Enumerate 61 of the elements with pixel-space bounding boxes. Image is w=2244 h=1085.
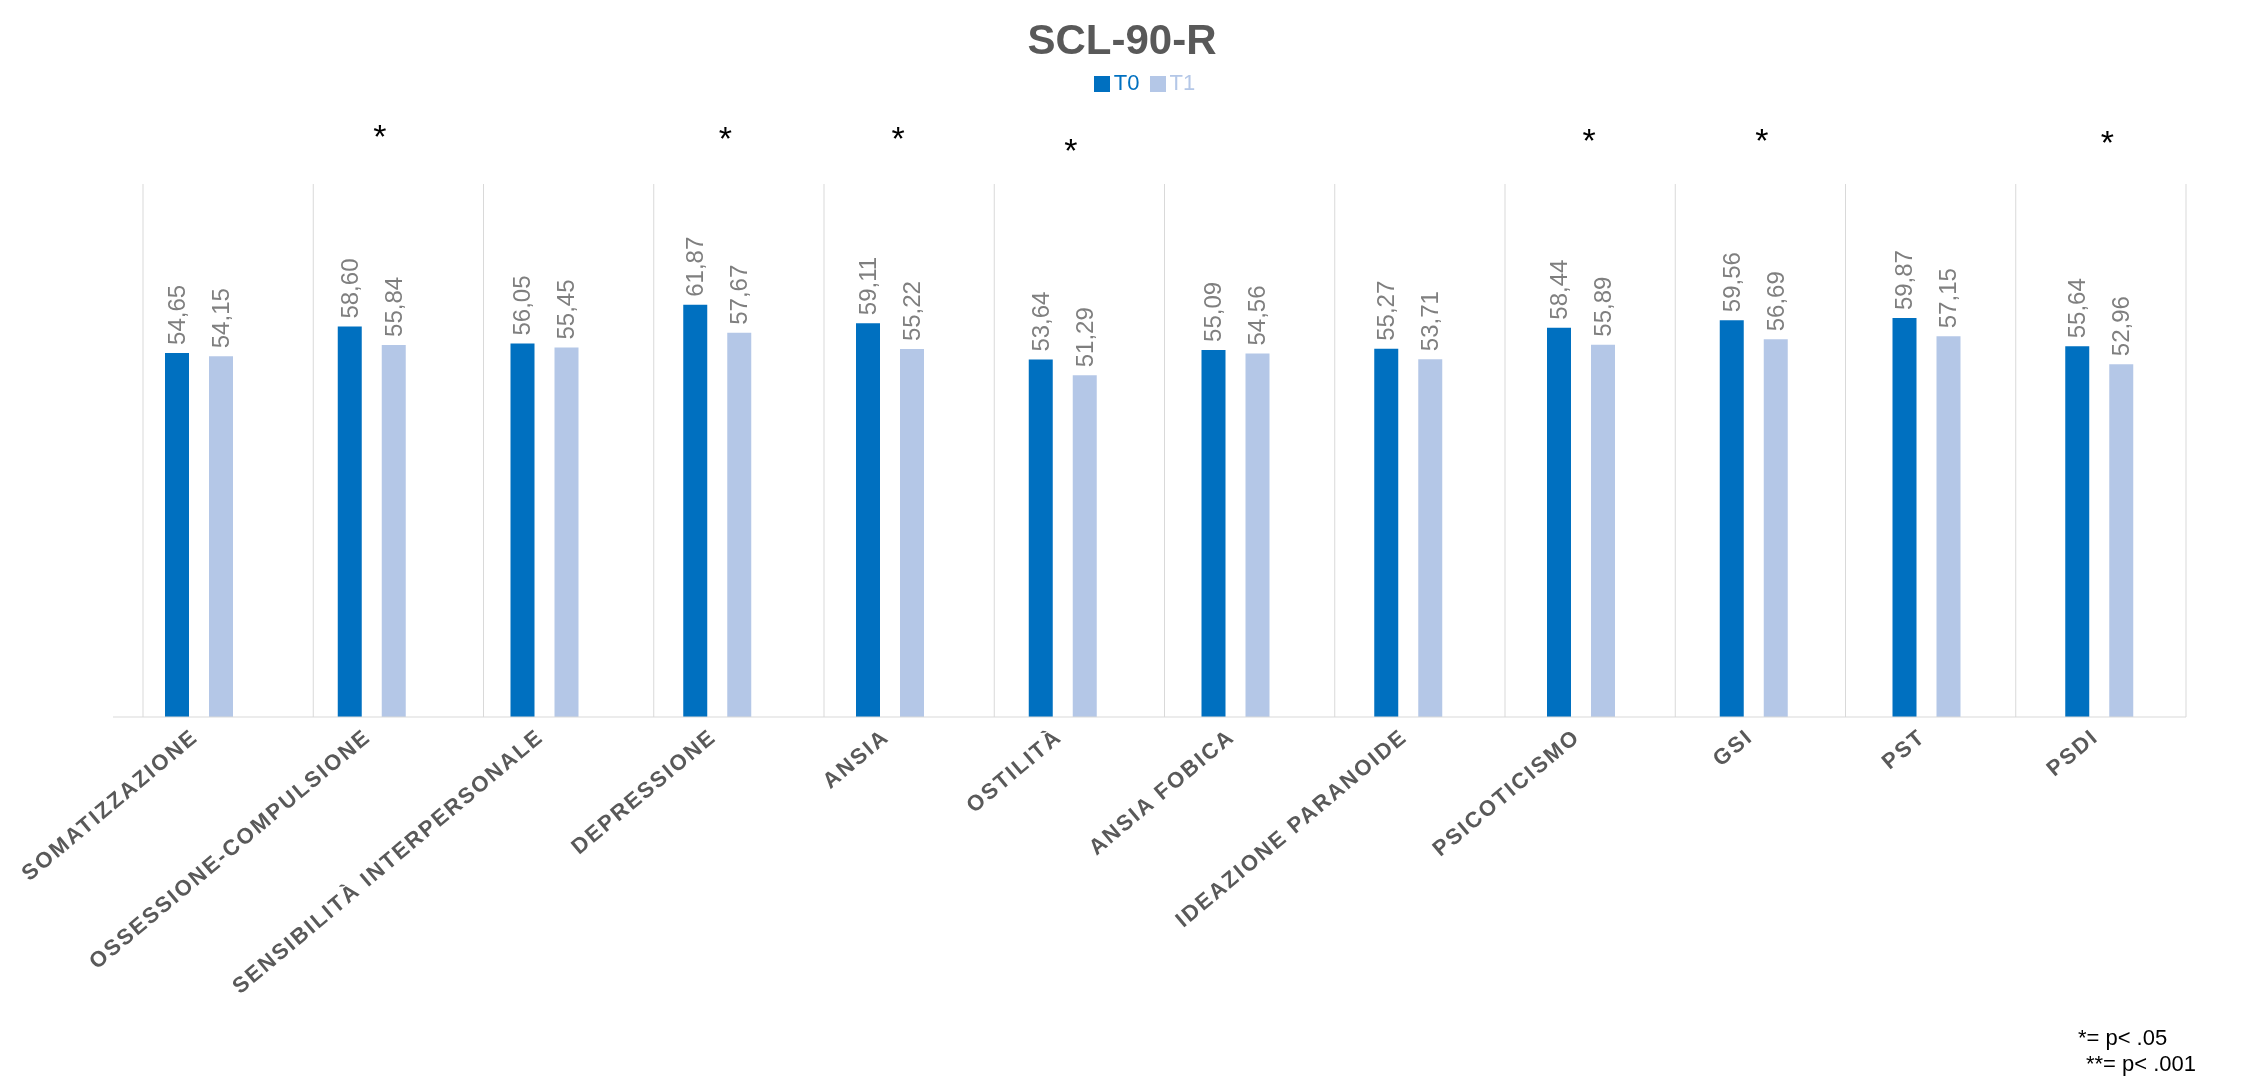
text: * bbox=[891, 119, 905, 157]
bar bbox=[1245, 353, 1270, 717]
bar bbox=[727, 332, 752, 717]
text: * bbox=[718, 119, 732, 157]
bar bbox=[900, 349, 924, 717]
bar bbox=[1201, 349, 1226, 717]
chart-title: SCL-90-R bbox=[1026, 16, 1218, 64]
bar bbox=[510, 343, 535, 717]
data-label: 57,67 bbox=[725, 264, 753, 325]
text: * bbox=[2100, 123, 2114, 161]
bar bbox=[1374, 348, 1399, 717]
data-label: 57,15 bbox=[1934, 268, 1962, 329]
data-label: 58,44 bbox=[1545, 259, 1572, 320]
data-label: 51,29 bbox=[1070, 307, 1098, 368]
data-label: 54,56 bbox=[1243, 285, 1271, 346]
data-label: 59,87 bbox=[1890, 250, 1918, 311]
text: * bbox=[1582, 121, 1596, 159]
x-tick-label: GSI bbox=[1707, 723, 1758, 772]
data-label: 59,56 bbox=[1717, 252, 1745, 313]
bar bbox=[209, 356, 233, 717]
data-label: 55,89 bbox=[1589, 276, 1616, 337]
bar bbox=[1763, 339, 1788, 717]
data-label: 55,22 bbox=[898, 281, 925, 342]
bar bbox=[2109, 364, 2134, 717]
data-label: 56,69 bbox=[1761, 271, 1789, 332]
bar bbox=[165, 352, 189, 717]
data-label: 52,96 bbox=[2107, 296, 2135, 357]
data-label: 53,64 bbox=[1026, 291, 1054, 352]
text: * bbox=[1064, 131, 1078, 169]
data-label: 55,64 bbox=[2063, 278, 2091, 339]
data-label: 55,09 bbox=[1199, 281, 1227, 342]
data-label: 54,65 bbox=[163, 284, 190, 345]
bar bbox=[683, 304, 708, 717]
bar bbox=[2065, 346, 2090, 717]
data-label: 54,15 bbox=[207, 288, 234, 349]
text: * bbox=[373, 117, 387, 155]
bar bbox=[381, 344, 406, 717]
legend-label: T1 bbox=[1169, 70, 1196, 95]
text: * bbox=[1755, 121, 1769, 159]
data-label: 55,84 bbox=[379, 276, 407, 337]
bar bbox=[1719, 320, 1744, 717]
bar bbox=[337, 326, 362, 717]
data-label: 55,45 bbox=[552, 279, 580, 340]
bar bbox=[554, 347, 579, 717]
text: **= p< .001 bbox=[2084, 1051, 2196, 1077]
text: *= p< .05 bbox=[2077, 1025, 2169, 1051]
bar bbox=[1547, 327, 1571, 717]
data-label: 56,05 bbox=[508, 275, 536, 336]
legend-label: T0 bbox=[1113, 70, 1140, 95]
data-label: 59,11 bbox=[854, 256, 881, 316]
bar bbox=[1892, 318, 1917, 717]
bar bbox=[1418, 359, 1443, 717]
bar bbox=[856, 323, 880, 717]
data-label: 58,60 bbox=[335, 258, 363, 319]
bar bbox=[1072, 375, 1097, 717]
bar bbox=[1028, 359, 1053, 717]
data-label: 55,27 bbox=[1372, 280, 1400, 341]
bar bbox=[1936, 336, 1961, 717]
bar bbox=[1591, 344, 1615, 717]
data-label: 61,87 bbox=[681, 236, 709, 297]
data-label: 53,71 bbox=[1416, 291, 1444, 352]
